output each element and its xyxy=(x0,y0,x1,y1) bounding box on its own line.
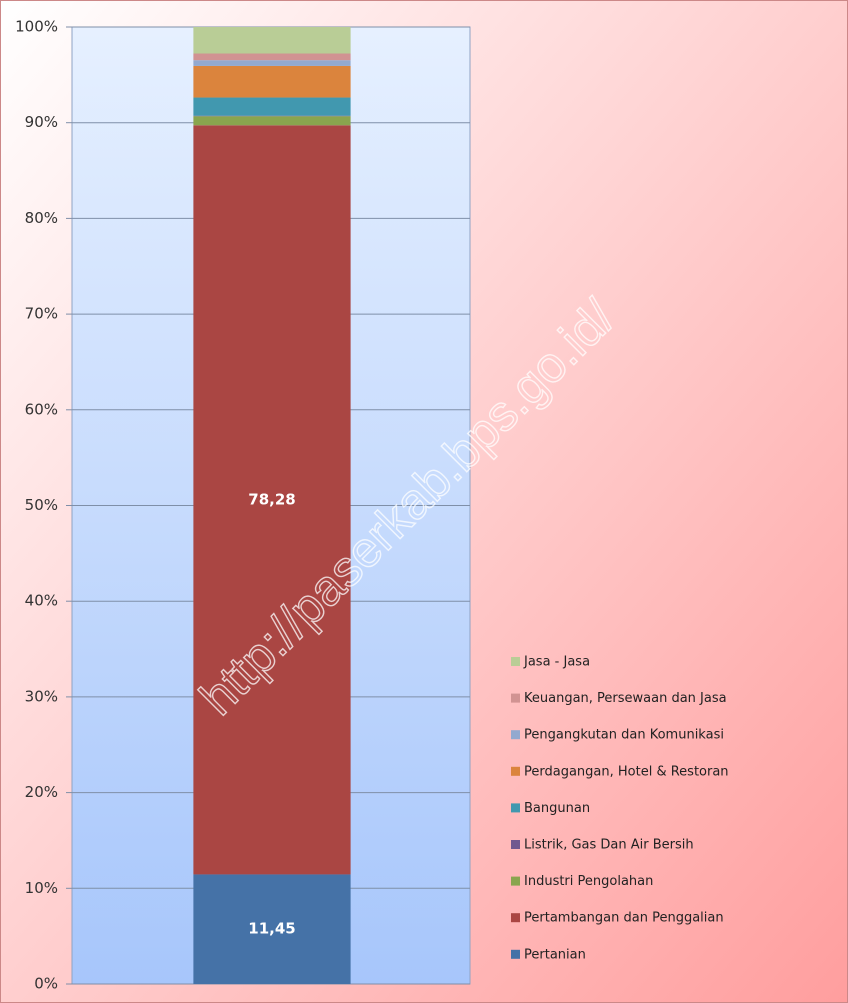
bar-segment xyxy=(193,65,351,98)
y-tick-label: 90% xyxy=(25,113,58,131)
bar-segment xyxy=(193,116,351,126)
legend-label: Bangunan xyxy=(524,801,590,816)
legend-label: Jasa - Jasa xyxy=(523,655,590,670)
legend-swatch xyxy=(511,657,520,666)
legend-label: Perdagangan, Hotel & Restoran xyxy=(524,764,729,779)
y-tick-label: 100% xyxy=(15,18,58,36)
bar-segment xyxy=(193,125,351,875)
legend-label: Pertambangan dan Penggalian xyxy=(524,911,724,926)
legend-swatch xyxy=(511,693,520,703)
y-tick-label: 60% xyxy=(25,400,58,418)
legend-label: Pengangkutan dan Komunikasi xyxy=(524,728,724,743)
data-label: 78,28 xyxy=(248,490,295,508)
y-tick-label: 30% xyxy=(25,687,58,705)
legend-label: Industri Pengolahan xyxy=(524,874,653,889)
y-axis: 0% 10% 20% 30% 40% 50% 60% 70% 80% 90% 100% xyxy=(15,18,72,993)
y-tick-label: 40% xyxy=(25,592,58,610)
legend-swatch xyxy=(511,803,520,813)
bar-segment xyxy=(193,874,351,984)
legend-swatch xyxy=(511,949,520,959)
y-tick-label: 70% xyxy=(25,305,58,323)
legend-swatch xyxy=(511,730,520,740)
y-tick-label: 10% xyxy=(25,879,58,897)
y-tick-label: 80% xyxy=(25,209,58,227)
legend: Pertanian Pertambangan dan Penggalian Indu… xyxy=(511,655,729,962)
y-tick-label: 20% xyxy=(25,783,58,801)
legend-swatch xyxy=(511,766,520,776)
bar-segment xyxy=(193,97,351,116)
y-tick-label: 50% xyxy=(25,496,58,514)
y-tick-label: 0% xyxy=(34,975,58,993)
legend-label: Keuangan, Persewaan dan Jasa xyxy=(524,691,727,706)
legend-swatch xyxy=(511,913,520,923)
bar-segment xyxy=(193,27,351,54)
legend-swatch xyxy=(511,840,520,849)
legend-label: Pertanian xyxy=(524,947,586,962)
bar-segment xyxy=(193,60,351,66)
bar-segment xyxy=(193,53,351,61)
legend-label: Listrik, Gas Dan Air Bersih xyxy=(524,838,694,853)
bars: 11,45 78,28 xyxy=(193,27,351,984)
data-label: 11,45 xyxy=(248,920,295,938)
legend-swatch xyxy=(511,876,520,886)
